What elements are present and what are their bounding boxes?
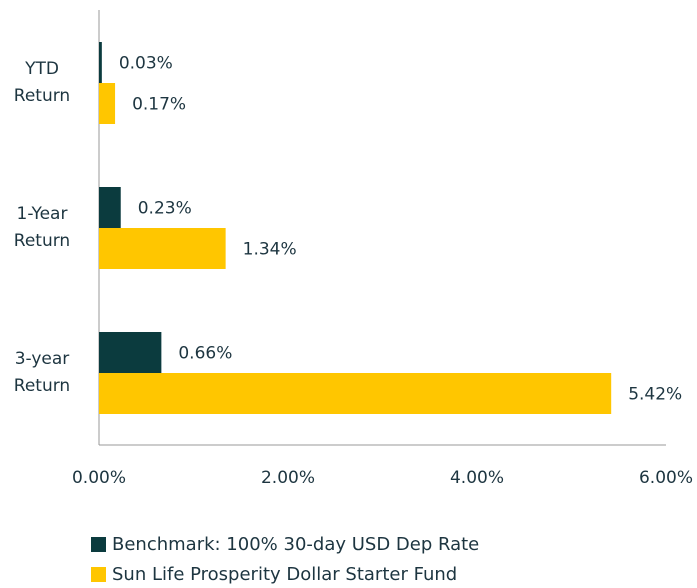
value-label: 1.34% xyxy=(243,240,297,260)
bar xyxy=(99,83,116,124)
bar xyxy=(99,187,121,228)
x-tick-label: 0.00% xyxy=(72,468,126,488)
value-label: 5.42% xyxy=(628,385,682,405)
legend-label: Sun Life Prosperity Dollar Starter Fund xyxy=(112,564,457,585)
x-tick-label: 2.00% xyxy=(261,468,315,488)
category-label: 3-year Return xyxy=(13,349,71,396)
category-label: YTD Return xyxy=(13,59,71,106)
bar xyxy=(99,228,226,269)
legend-swatch xyxy=(91,567,106,582)
x-tick-label: 6.00% xyxy=(639,468,693,488)
value-label: 0.23% xyxy=(138,199,192,219)
value-label: 0.17% xyxy=(132,95,186,115)
legend-label: Benchmark: 100% 30-day USD Dep Rate xyxy=(112,534,479,555)
category-label: 1-Year Return xyxy=(13,204,71,251)
bar xyxy=(99,373,612,414)
bar xyxy=(99,42,102,83)
value-label: 0.66% xyxy=(178,344,232,364)
x-tick-label: 4.00% xyxy=(450,468,504,488)
value-label: 0.03% xyxy=(119,54,173,74)
bar xyxy=(99,332,162,373)
legend-swatch xyxy=(91,537,106,552)
